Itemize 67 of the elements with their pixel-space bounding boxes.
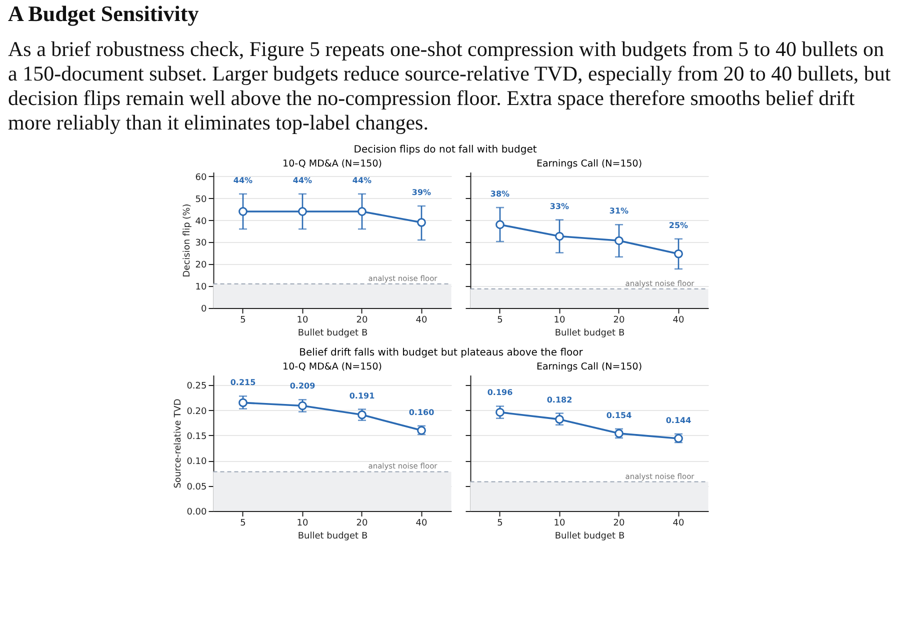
y-tick-label: 30: [195, 238, 208, 249]
point: [496, 220, 504, 230]
point: [298, 401, 307, 410]
x-tick-label: 10: [554, 316, 566, 326]
y-tick-label: 40: [195, 216, 208, 227]
x-tick-label: 20: [613, 316, 625, 326]
data-label: 0.154: [606, 410, 632, 420]
y-tick-label: 60: [195, 172, 208, 183]
y-tick-label: 50: [195, 194, 208, 205]
x-tick-label: 10: [554, 518, 566, 528]
data-label: 25%: [668, 220, 688, 230]
x-axis-title: Bullet budget B: [554, 328, 625, 338]
data-label: 44%: [352, 176, 372, 185]
x-tick-label: 40: [672, 518, 684, 528]
data-label: 0.182: [546, 395, 572, 404]
x-tick-label: 40: [416, 518, 428, 528]
x-tick-label: 5: [497, 316, 503, 326]
x-axis-title: Bullet budget B: [298, 532, 368, 542]
x-tick-label: 40: [416, 316, 428, 326]
text: Belief drift falls with budget but plateaus above the floor: [299, 348, 584, 358]
data-label: 44%: [233, 176, 253, 185]
data-label: 0.191: [349, 391, 376, 400]
x-tick-label: 5: [497, 518, 503, 528]
data-label: 0.196: [487, 388, 514, 398]
data-label: 33%: [550, 202, 570, 211]
x-tick-label: 20: [356, 316, 368, 326]
point: [614, 236, 624, 246]
point: [674, 249, 683, 258]
y-tick-label: 0.25: [186, 382, 207, 392]
y-tick-label: 0.20: [186, 406, 208, 417]
point: [555, 232, 564, 241]
x-tick-label: 5: [240, 518, 246, 528]
chart-title: Earnings Call (N=150): [536, 158, 642, 170]
y-tick-label: 0.10: [186, 457, 208, 468]
y-axis-title: Source-relative TVD: [174, 398, 184, 488]
y-axis-title: Decision flip (%): [182, 204, 192, 278]
point: [238, 398, 248, 408]
x-axis-title: Bullet budget B: [298, 328, 368, 338]
point: [555, 414, 564, 424]
data-label: 38%: [490, 190, 510, 199]
data-label: 44%: [292, 176, 312, 185]
x-axis-title: Bullet budget B: [554, 532, 625, 542]
data-label: 0.209: [290, 382, 316, 391]
y-tick-label: 0: [201, 304, 208, 314]
point: [496, 408, 504, 417]
data-label: 0.160: [408, 408, 435, 417]
x-tick-label: 20: [613, 518, 625, 528]
y-tick-label: 10: [195, 282, 208, 293]
x-tick-label: 5: [240, 316, 246, 326]
y-tick-label: 0.15: [186, 432, 207, 442]
x-tick-label: 20: [356, 518, 368, 528]
y-tick-label: 0.00: [186, 508, 208, 518]
chart-title: 10-Q MD&A (N=150): [282, 158, 382, 170]
y-tick-label: 20: [195, 260, 208, 271]
text: As a brief robustness check, Figure 5 repeats one-shot compression with budgets from 5 to 40 bullets on a 150-document subset. Larger budgets reduce source-relative TVD, especially from 20 to 40 bullets, but decision flips remain well above the no-compression floor. Extra space therefore smooths belief drift more reliably than it eliminates top-label changes.: [8, 37, 891, 134]
data-label: 0.144: [666, 416, 692, 425]
chart-title: 10-Q MD&A (N=150): [282, 362, 382, 372]
x-tick-label: 40: [672, 316, 684, 326]
y-tick-label: 0.05: [186, 482, 207, 492]
text: A Budget Sensitivity: [8, 1, 199, 26]
data-label: 31%: [609, 206, 629, 216]
chart-title: Earnings Call (N=150): [536, 362, 642, 372]
text: Decision flips do not fall with budget: [354, 144, 537, 156]
data-label: 0.215: [230, 378, 256, 388]
x-tick-label: 10: [296, 316, 308, 326]
x-tick-label: 10: [296, 518, 308, 528]
data-label: 39%: [412, 188, 432, 197]
